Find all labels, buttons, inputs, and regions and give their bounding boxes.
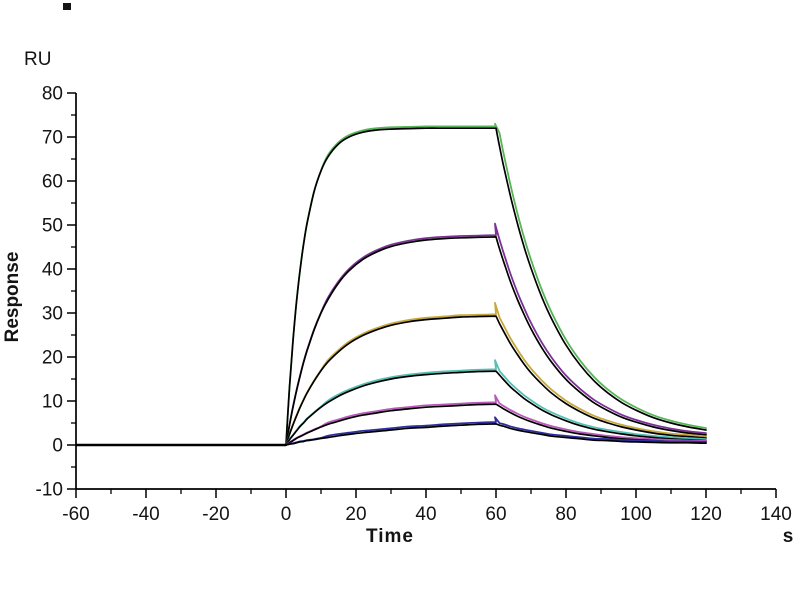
y-tick-label: 70 xyxy=(42,128,63,149)
x-tick-label: 0 xyxy=(281,504,292,525)
y-tick-label: -10 xyxy=(36,480,63,501)
x-axis-title: Time xyxy=(365,526,415,547)
x-tick-label: -60 xyxy=(62,504,89,525)
fit-curve-curve-1-highest xyxy=(285,127,707,446)
y-tick-label: 30 xyxy=(42,304,63,325)
x-tick-label: 80 xyxy=(555,504,576,525)
y-tick-label: 60 xyxy=(42,172,63,193)
x-tick-label: -20 xyxy=(202,504,229,525)
y-axis-unit-label: RU xyxy=(24,49,52,70)
x-tick-label: -40 xyxy=(132,504,159,525)
x-tick-label: 140 xyxy=(760,504,792,525)
x-tick-label: 60 xyxy=(485,504,506,525)
y-tick-label: 80 xyxy=(42,84,63,105)
y-tick-label: 10 xyxy=(42,392,63,413)
x-tick-label: 20 xyxy=(345,504,366,525)
y-tick-label: 0 xyxy=(52,436,63,457)
y-tick-label: 20 xyxy=(42,348,63,369)
corner-mark xyxy=(63,3,71,10)
y-tick-label: 50 xyxy=(42,216,63,237)
x-tick-label: 100 xyxy=(620,504,652,525)
x-tick-label: 120 xyxy=(690,504,722,525)
x-axis-unit-label: s xyxy=(782,526,794,547)
y-tick-label: 40 xyxy=(42,260,63,281)
x-tick-label: 40 xyxy=(415,504,436,525)
fit-curve-curve-5 xyxy=(285,403,707,446)
fit-curve-curve-2 xyxy=(285,236,707,446)
fit-curve-curve-4 xyxy=(285,370,707,446)
fit-curve-curve-6-lowest xyxy=(285,423,707,446)
fit-curve-curve-3 xyxy=(285,315,707,446)
